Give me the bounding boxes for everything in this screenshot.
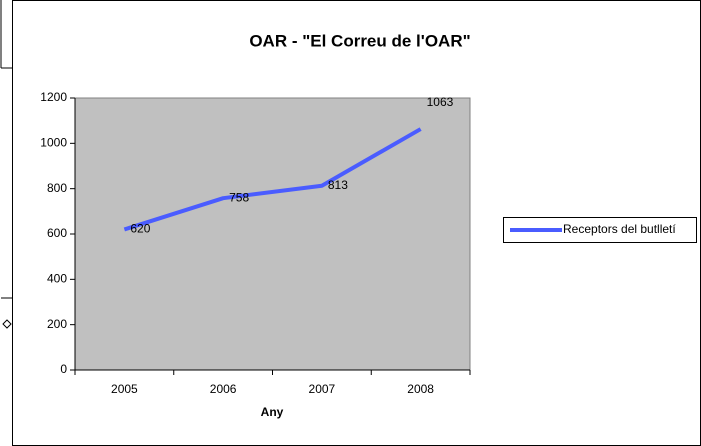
data-label: 1063 [427, 95, 454, 109]
y-tick-label: 600 [47, 226, 67, 240]
data-label: 620 [130, 222, 150, 236]
x-tick-label: 2007 [309, 382, 336, 396]
x-tick-label: 2005 [111, 382, 138, 396]
y-tick-label: 400 [47, 272, 67, 286]
chart-title: OAR - "El Correu de l'OAR" [249, 31, 470, 50]
y-tick-label: 0 [60, 362, 67, 376]
x-axis-label: Any [261, 405, 284, 419]
y-tick-label: 800 [47, 181, 67, 195]
plot-area [74, 97, 471, 371]
handle [2, 319, 12, 329]
y-tick-label: 1200 [40, 90, 67, 104]
data-label: 758 [229, 190, 249, 204]
series-line [123, 127, 422, 232]
x-tick-label: 2008 [407, 382, 434, 396]
legend-label: Receptors del butlletí [563, 222, 676, 236]
x-tick-label: 2006 [210, 382, 237, 396]
y-tick-label: 1000 [40, 136, 67, 150]
data-label: 813 [328, 178, 348, 192]
y-tick-label: 200 [47, 317, 67, 331]
